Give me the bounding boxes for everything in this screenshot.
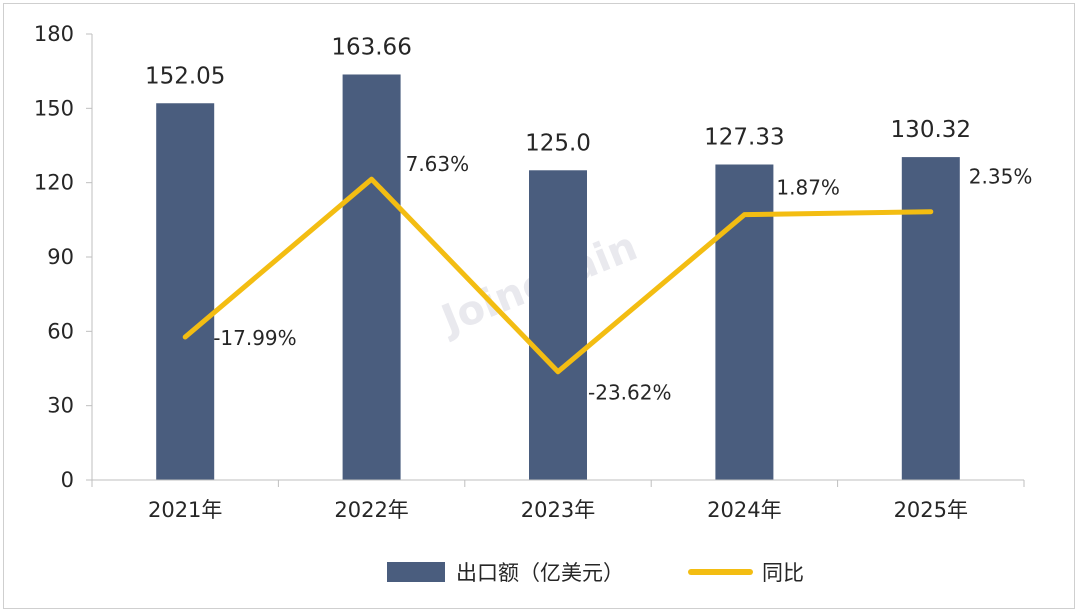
y-tick-label: 150 xyxy=(34,96,74,120)
x-tick-label: 2025年 xyxy=(894,498,968,522)
bar-value-label: 152.05 xyxy=(145,63,225,89)
growth-line xyxy=(182,176,934,375)
bar-series: 152.05 163.66 125.0 127.33 130.32 xyxy=(145,34,971,481)
bar xyxy=(529,170,587,480)
x-tick-label: 2024年 xyxy=(707,498,781,522)
x-axis: 2021年 2022年 2023年 2024年 2025年 xyxy=(91,479,1025,522)
y-tick-label: 30 xyxy=(47,394,74,418)
legend-bar-label: 出口额（亿美元） xyxy=(456,561,624,585)
bar xyxy=(156,103,215,480)
bar-value-label: 127.33 xyxy=(704,125,784,151)
y-axis: 0 30 60 90 120 150 180 xyxy=(34,22,93,492)
y-tick-label: 180 xyxy=(34,22,74,46)
bar-value-label: 163.66 xyxy=(331,34,411,60)
y-tick-label: 120 xyxy=(34,171,74,195)
line-value-label: 2.35% xyxy=(969,165,1033,189)
y-tick-label: 90 xyxy=(47,245,74,269)
legend: 出口额（亿美元） 同比 xyxy=(387,561,804,585)
y-tick-label: 60 xyxy=(47,319,74,343)
legend-bar-swatch xyxy=(387,562,445,582)
bar xyxy=(715,164,774,480)
bar-value-label: 130.32 xyxy=(891,117,971,143)
line-value-label: 1.87% xyxy=(776,176,840,200)
line-value-label: -23.62% xyxy=(588,381,671,405)
x-tick-label: 2021年 xyxy=(148,498,222,522)
x-tick-label: 2022年 xyxy=(334,498,408,522)
line-series: -17.99% 7.63% -23.62% 1.87% 2.35% xyxy=(182,152,1033,405)
y-tick-label: 0 xyxy=(61,468,74,492)
bar xyxy=(342,74,401,481)
line-value-label: -17.99% xyxy=(213,326,296,350)
bar-value-label: 125.0 xyxy=(525,130,591,156)
x-tick-label: 2023年 xyxy=(521,498,595,522)
legend-line-label: 同比 xyxy=(762,561,804,585)
bar xyxy=(901,157,960,480)
line-value-label: 7.63% xyxy=(406,152,470,176)
